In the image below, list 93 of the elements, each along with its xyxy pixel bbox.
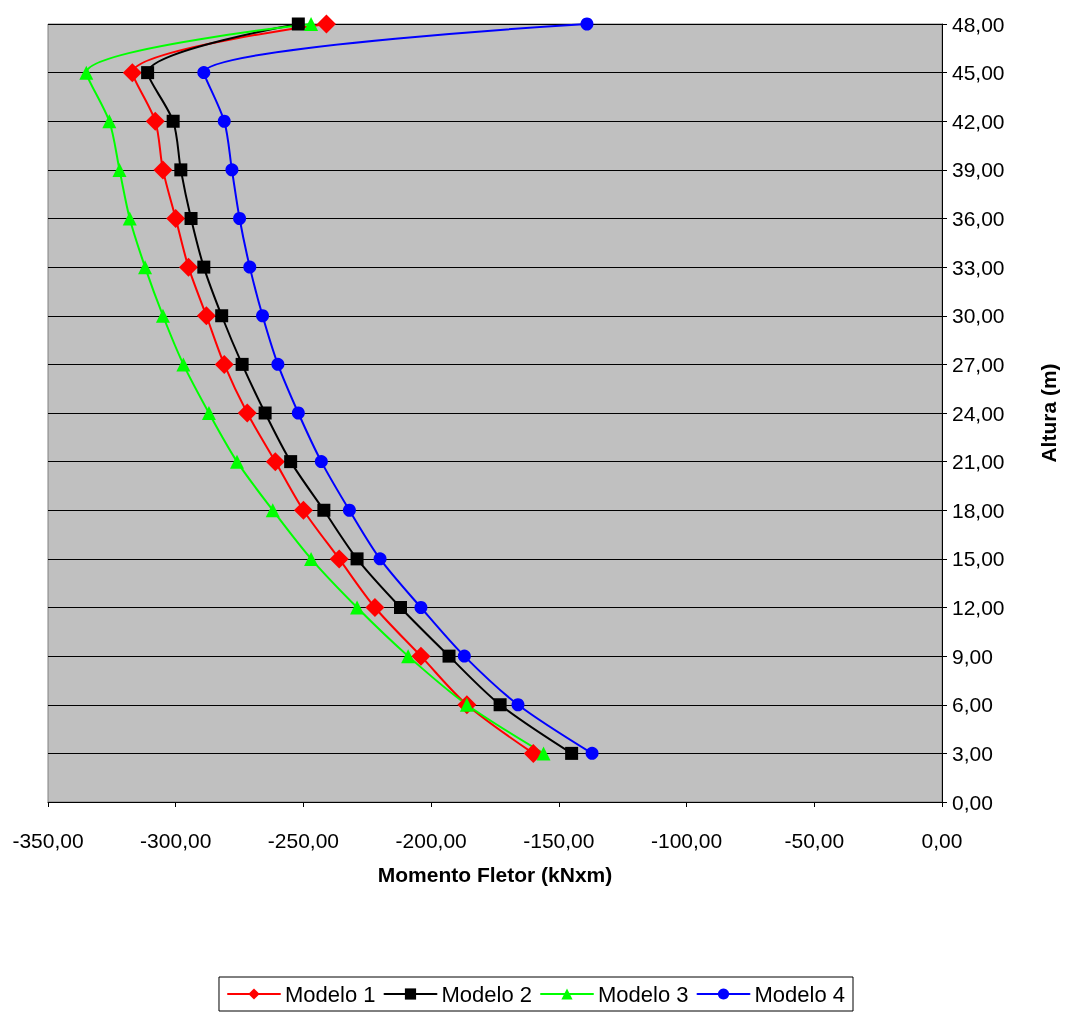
point	[314, 455, 328, 469]
point	[291, 406, 305, 420]
y-tick-label: 6,00	[952, 693, 993, 717]
point	[442, 649, 456, 663]
y-tick-label: 30,00	[952, 304, 1005, 328]
point	[235, 357, 249, 371]
y-tick-label: 15,00	[952, 547, 1005, 571]
point	[122, 63, 142, 83]
point	[217, 114, 231, 128]
legend-label: Modelo 1	[284, 981, 376, 1007]
point	[258, 406, 272, 420]
y-tick-label: 33,00	[952, 255, 1005, 279]
point	[329, 549, 349, 569]
point	[225, 163, 239, 177]
point	[414, 601, 428, 614]
point	[316, 14, 336, 34]
point	[342, 503, 356, 517]
point	[411, 646, 431, 666]
point	[233, 212, 247, 225]
y-tick-label: 21,00	[952, 450, 1005, 474]
x-tick-label: -150,00	[523, 829, 595, 852]
point	[122, 211, 137, 226]
point	[350, 552, 364, 566]
point	[176, 357, 191, 372]
x-tick-label: -100,00	[650, 829, 723, 852]
point	[580, 17, 594, 31]
x-tick-label: -200,00	[395, 829, 467, 852]
point	[493, 698, 507, 712]
point	[138, 260, 153, 275]
point	[536, 746, 551, 761]
x-tick-label: -250,00	[267, 829, 340, 852]
point	[214, 354, 234, 374]
y-axis-title: Altura (m)	[1037, 363, 1060, 463]
point	[184, 212, 198, 225]
y-tick-label: 9,00	[952, 644, 993, 668]
point	[145, 111, 165, 131]
legend-label: Modelo 2	[441, 981, 533, 1007]
point	[365, 598, 385, 617]
x-tick-label: -350,00	[12, 829, 84, 852]
x-tick-label: -50,00	[784, 829, 845, 852]
point	[102, 114, 117, 129]
point	[317, 503, 331, 517]
point	[166, 209, 186, 228]
x-axis-title: Momento Fletor (kNxm)	[377, 863, 613, 886]
point	[153, 160, 173, 180]
point	[230, 454, 245, 469]
y-tick-label: 27,00	[952, 352, 1005, 376]
point	[237, 403, 257, 423]
point	[155, 308, 170, 323]
y-tick-label: 42,00	[952, 109, 1005, 133]
point	[166, 114, 180, 128]
x-tick-label: 0,00	[921, 829, 963, 852]
point	[265, 503, 280, 518]
point	[284, 455, 298, 469]
y-tick-label: 3,00	[952, 741, 993, 765]
point	[215, 309, 229, 323]
point	[293, 500, 313, 520]
point	[141, 66, 155, 80]
y-tick-label: 0,00	[952, 790, 993, 814]
point	[373, 552, 387, 566]
point	[511, 698, 525, 712]
point	[291, 17, 305, 31]
point	[79, 65, 94, 80]
point	[585, 746, 599, 760]
point	[265, 452, 285, 472]
point	[196, 306, 216, 326]
point	[271, 357, 285, 371]
point	[178, 257, 198, 277]
point	[112, 162, 127, 177]
y-tick-label: 45,00	[952, 61, 1005, 85]
point	[197, 260, 211, 274]
point	[256, 309, 270, 323]
point	[393, 601, 407, 614]
point	[201, 406, 216, 420]
point	[457, 649, 471, 663]
y-tick-label: 24,00	[952, 401, 1005, 425]
point	[350, 600, 365, 615]
point	[243, 260, 257, 274]
y-tick-label: 36,00	[952, 207, 1005, 230]
y-tick-label: 18,00	[952, 498, 1005, 522]
point	[565, 746, 579, 760]
point	[304, 17, 319, 31]
y-tick-label: 48,00	[952, 12, 1005, 36]
legend-label: Modelo 3	[598, 981, 689, 1007]
y-tick-label: 12,00	[952, 596, 1005, 619]
point	[523, 743, 543, 763]
x-tick-label: -300,00	[140, 829, 212, 852]
legend-label: Modelo 4	[754, 981, 846, 1007]
point	[174, 163, 188, 177]
point	[197, 66, 211, 80]
y-tick-label: 39,00	[952, 158, 1005, 182]
point	[401, 649, 416, 664]
point	[304, 551, 319, 566]
